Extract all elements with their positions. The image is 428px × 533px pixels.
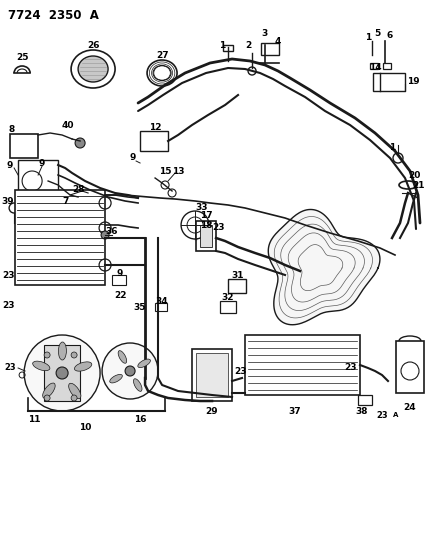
Circle shape	[24, 191, 32, 199]
Bar	[196, 221, 216, 251]
Ellipse shape	[68, 383, 81, 399]
Text: 12: 12	[149, 124, 161, 133]
Text: 14: 14	[369, 63, 381, 72]
Text: 25: 25	[16, 53, 28, 62]
Text: A: A	[393, 412, 398, 418]
Circle shape	[44, 395, 50, 401]
Text: 31: 31	[232, 271, 244, 279]
Text: 23: 23	[212, 223, 224, 232]
Text: 23: 23	[2, 271, 15, 279]
Ellipse shape	[74, 362, 92, 371]
Text: 4: 4	[275, 36, 281, 45]
Text: 11: 11	[28, 415, 41, 424]
Ellipse shape	[78, 56, 108, 82]
Text: 29: 29	[206, 407, 218, 416]
Text: 23: 23	[344, 364, 356, 373]
Text: 17: 17	[200, 211, 212, 220]
Bar	[396, 341, 424, 393]
Text: 34: 34	[156, 296, 168, 305]
Ellipse shape	[138, 359, 150, 368]
Bar	[18, 160, 58, 198]
Text: 3: 3	[261, 28, 267, 37]
Bar	[192, 349, 232, 401]
Text: 19: 19	[407, 77, 419, 85]
Text: 10: 10	[79, 423, 91, 432]
Circle shape	[75, 138, 85, 148]
Bar	[15, 190, 105, 285]
Circle shape	[56, 367, 68, 379]
Text: 8: 8	[9, 125, 15, 134]
Text: 35: 35	[134, 303, 146, 312]
Text: 22: 22	[114, 290, 126, 300]
Text: 9: 9	[7, 160, 13, 169]
Text: 23: 23	[4, 364, 16, 373]
Bar	[44, 345, 80, 401]
Bar	[10, 134, 38, 158]
Text: 20: 20	[408, 171, 420, 180]
Bar	[196, 353, 228, 397]
Text: 40: 40	[62, 120, 74, 130]
Circle shape	[125, 366, 135, 376]
Text: 23: 23	[376, 410, 388, 419]
Text: 39: 39	[2, 197, 15, 206]
Text: 1: 1	[219, 41, 225, 50]
Text: 21: 21	[412, 181, 424, 190]
Text: 9: 9	[39, 158, 45, 167]
Text: 13: 13	[172, 166, 184, 175]
Bar	[261, 43, 279, 55]
Text: 23: 23	[234, 367, 246, 376]
Text: 18: 18	[200, 221, 212, 230]
Ellipse shape	[33, 361, 50, 370]
Ellipse shape	[110, 374, 122, 383]
Text: 9: 9	[130, 154, 136, 163]
Circle shape	[102, 343, 158, 399]
Text: 26: 26	[87, 42, 99, 51]
Bar	[223, 45, 233, 51]
Bar	[245, 335, 360, 395]
Text: 27: 27	[156, 52, 168, 61]
Bar	[200, 225, 212, 247]
Text: 36: 36	[106, 227, 118, 236]
Circle shape	[71, 352, 77, 358]
Ellipse shape	[118, 351, 127, 364]
Circle shape	[101, 231, 109, 239]
Bar	[112, 275, 126, 285]
Text: 24: 24	[404, 403, 416, 413]
Bar	[220, 301, 236, 313]
Text: 38: 38	[356, 407, 368, 416]
Bar	[358, 395, 372, 405]
Bar	[140, 131, 168, 151]
Text: 16: 16	[134, 415, 146, 424]
Text: 37: 37	[289, 407, 301, 416]
Text: 9: 9	[117, 269, 123, 278]
Text: 7: 7	[62, 197, 68, 206]
Text: 6: 6	[387, 30, 393, 39]
Text: 15: 15	[159, 166, 171, 175]
Ellipse shape	[43, 383, 55, 398]
Text: 7724  2350  A: 7724 2350 A	[8, 9, 99, 22]
Bar	[228, 279, 246, 293]
Text: 1: 1	[389, 143, 395, 152]
Text: 1: 1	[365, 33, 371, 42]
Bar	[383, 63, 391, 69]
Polygon shape	[268, 209, 380, 325]
Text: 32: 32	[222, 294, 234, 303]
Circle shape	[71, 395, 77, 401]
Text: 5: 5	[374, 28, 380, 37]
Text: 23: 23	[2, 301, 15, 310]
Ellipse shape	[134, 379, 142, 391]
Bar	[155, 303, 167, 311]
Text: 33: 33	[196, 204, 208, 213]
Circle shape	[24, 335, 100, 411]
Ellipse shape	[58, 342, 66, 360]
Bar	[370, 63, 378, 69]
Circle shape	[44, 352, 50, 358]
Text: 28: 28	[72, 184, 84, 193]
Text: 2: 2	[245, 41, 251, 50]
